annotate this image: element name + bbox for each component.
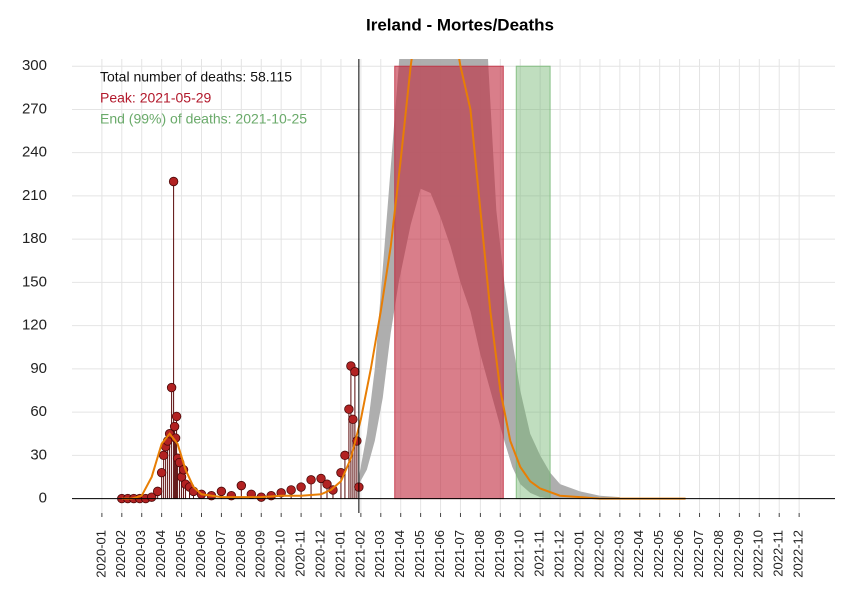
x-tick-label: 2022-01 bbox=[571, 530, 586, 578]
x-tick-label: 2020-04 bbox=[153, 530, 168, 578]
x-tick-label: 2020-10 bbox=[273, 530, 288, 578]
x-tick-label: 2021-02 bbox=[352, 530, 367, 578]
y-tick-label: 300 bbox=[22, 57, 47, 74]
x-tick-label: 2021-03 bbox=[372, 530, 387, 578]
data-point bbox=[306, 475, 316, 485]
x-tick-label: 2020-12 bbox=[312, 530, 327, 578]
annotation: End (99%) of deaths: 2021-10-25 bbox=[100, 111, 307, 127]
data-point bbox=[296, 482, 306, 492]
x-tick-label: 2021-12 bbox=[552, 530, 567, 578]
x-tick-label: 2021-11 bbox=[532, 530, 547, 577]
y-tick-label: 270 bbox=[22, 100, 47, 117]
x-tick-label: 2022-02 bbox=[591, 530, 606, 578]
data-point bbox=[171, 411, 182, 422]
y-tick-label: 90 bbox=[30, 360, 47, 377]
x-tick-label: 2020-11 bbox=[293, 530, 308, 577]
x-tick-label: 2020-06 bbox=[193, 530, 208, 578]
x-tick-label: 2021-09 bbox=[492, 530, 507, 578]
data-point bbox=[340, 450, 350, 461]
data-point bbox=[322, 479, 332, 489]
y-tick-label: 30 bbox=[30, 446, 47, 463]
data-point bbox=[286, 485, 296, 495]
x-tick-label: 2022-11 bbox=[771, 530, 786, 577]
y-tick-label: 210 bbox=[22, 187, 47, 204]
data-point bbox=[156, 467, 167, 478]
x-tick-label: 2022-04 bbox=[631, 530, 646, 578]
data-point bbox=[146, 492, 157, 502]
x-tick-label: 2021-07 bbox=[452, 530, 467, 578]
x-tick-label: 2022-12 bbox=[791, 530, 806, 578]
data-point bbox=[236, 480, 247, 491]
data-point bbox=[348, 414, 358, 425]
x-tick-label: 2022-09 bbox=[731, 530, 746, 578]
x-tick-label: 2022-06 bbox=[671, 530, 686, 578]
x-tick-label: 2020-05 bbox=[173, 530, 188, 578]
annotation: Peak: 2021-05-29 bbox=[100, 90, 212, 106]
plot-area bbox=[117, 59, 686, 504]
fit-line bbox=[121, 59, 686, 500]
end-band bbox=[515, 65, 551, 500]
y-tick-label: 150 bbox=[22, 273, 47, 290]
peak-band bbox=[394, 65, 504, 500]
x-tick-label: 2020-09 bbox=[253, 530, 268, 578]
x-tick-label: 2022-03 bbox=[611, 530, 626, 578]
x-tick-label: 2021-04 bbox=[392, 530, 407, 578]
data-point bbox=[152, 486, 163, 497]
x-tick-label: 2021-08 bbox=[472, 530, 487, 578]
x-tick-label: 2022-10 bbox=[751, 530, 766, 578]
data-point bbox=[169, 421, 180, 432]
x-tick-label: 2021-05 bbox=[412, 530, 427, 578]
x-tick-label: 2022-05 bbox=[651, 530, 666, 578]
y-tick-label: 240 bbox=[22, 144, 47, 161]
x-tick-label: 2022-08 bbox=[711, 530, 726, 578]
x-tick-label: 2020-01 bbox=[93, 530, 108, 578]
x-tick-label: 2021-06 bbox=[432, 530, 447, 578]
y-tick-label: 60 bbox=[30, 403, 47, 420]
x-tick-label: 2020-08 bbox=[233, 530, 248, 578]
data-point bbox=[158, 450, 169, 461]
y-tick-label: 120 bbox=[22, 317, 47, 334]
data-point bbox=[344, 404, 354, 414]
x-tick-label: 2022-07 bbox=[691, 530, 706, 578]
data-point bbox=[350, 367, 360, 377]
annotation: Total number of deaths: 58.115 bbox=[100, 69, 292, 85]
y-tick-label: 180 bbox=[22, 230, 47, 247]
data-point bbox=[216, 486, 227, 497]
data-point bbox=[168, 176, 179, 187]
x-tick-label: 2020-02 bbox=[113, 530, 128, 578]
x-tick-label: 2021-01 bbox=[332, 530, 347, 578]
chart-title: Ireland - Mortes/Deaths bbox=[366, 15, 554, 34]
x-tick-label: 2020-07 bbox=[213, 530, 228, 578]
x-tick-label: 2020-03 bbox=[133, 530, 148, 578]
y-tick-label: 0 bbox=[39, 490, 47, 507]
x-tick-label: 2021-10 bbox=[512, 530, 527, 578]
axes: 0 30 60 90 120 150 180 210 240 270 300 2020-01 2020-… bbox=[22, 57, 835, 578]
grid bbox=[72, 59, 835, 513]
data-point bbox=[316, 473, 326, 484]
data-point bbox=[166, 382, 177, 393]
